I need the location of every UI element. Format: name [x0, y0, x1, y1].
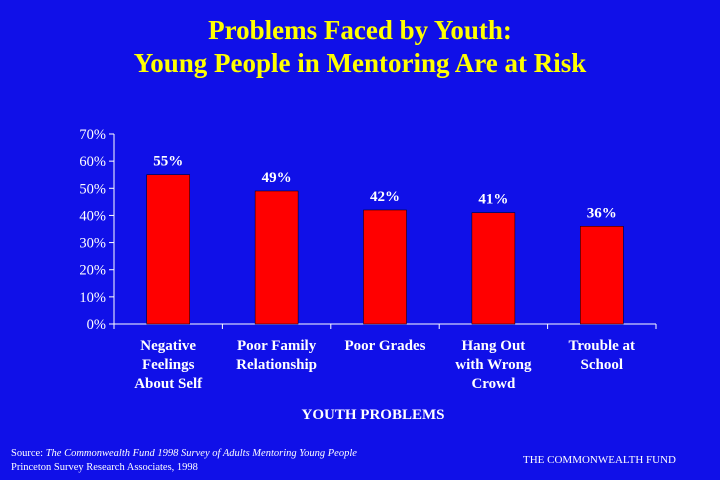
data-label: 42%: [370, 189, 400, 205]
y-tick-label: 70%: [79, 127, 106, 143]
bar: [580, 226, 624, 325]
data-label: 41%: [478, 192, 508, 208]
y-tick-label: 40%: [79, 208, 106, 224]
x-tick-label: Trouble at School: [569, 338, 636, 373]
y-tick-label: 0%: [87, 317, 106, 333]
source-title: The Commonwealth Fund 1998 Survey of Adu…: [45, 448, 357, 459]
x-tick-label: Poor Family Relationship: [236, 338, 317, 373]
x-tick-label: Poor Grades: [345, 338, 426, 354]
bar: [254, 190, 299, 325]
y-tick-label: 60%: [79, 154, 106, 170]
title-line-1: Problems Faced by Youth:: [208, 15, 512, 45]
brand-label: THE COMMONWEALTH FUND: [523, 454, 676, 466]
source-note: Source: The Commonwealth Fund 1998 Surve…: [11, 447, 357, 475]
bar: [471, 212, 516, 325]
y-tick-label: 50%: [79, 181, 106, 197]
data-label: 36%: [587, 205, 617, 221]
bar: [363, 209, 407, 325]
x-axis-label: YOUTH PROBLEMS: [302, 407, 445, 423]
data-label: 55%: [153, 154, 183, 170]
source-prefix: Source:: [11, 448, 46, 459]
y-tick-label: 30%: [79, 236, 106, 252]
chart-title: Problems Faced by Youth: Young People in…: [0, 14, 720, 80]
title-line-2: Young People in Mentoring Are at Risk: [133, 48, 587, 78]
bar: [146, 174, 190, 325]
x-tick-label: Hang Out with Wrong Crowd: [455, 338, 532, 392]
source-line-2: Princeton Survey Research Associates, 19…: [11, 462, 198, 473]
x-tick-label: Negative Feelings About Self: [134, 338, 203, 392]
y-tick-label: 20%: [79, 263, 106, 279]
y-tick-label: 10%: [79, 290, 106, 306]
data-label: 49%: [262, 170, 292, 186]
